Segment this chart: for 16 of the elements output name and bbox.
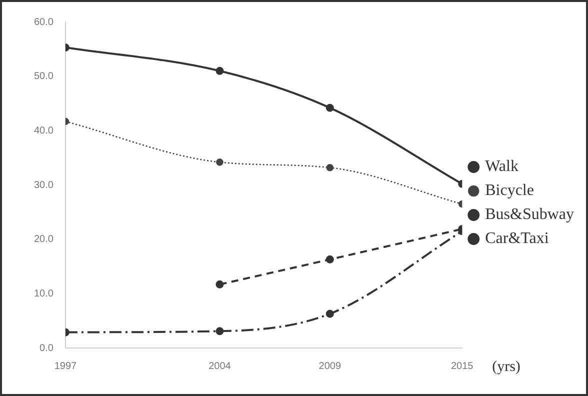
y-tick-label: 40.0	[34, 125, 54, 136]
legend-label: Bus&Subway	[485, 206, 574, 224]
y-tick-label: 30.0	[34, 180, 54, 191]
y-tick-label: 0.0	[40, 342, 54, 354]
legend-label: Bicycle	[485, 182, 534, 200]
y-tick-label: 20.0	[34, 234, 54, 246]
x-axis-title: (yrs)	[492, 358, 520, 375]
legend-label: Walk	[485, 158, 518, 176]
x-tick-label: 1997	[54, 360, 78, 372]
legend-label: Car&Taxi	[485, 230, 550, 248]
x-tick-label: 2009	[318, 360, 342, 372]
y-tick-label: 50.0	[34, 71, 54, 82]
x-tick-label: 2004	[208, 360, 232, 372]
x-tick-label: 2015	[450, 360, 474, 372]
y-tick-label: 10.0	[34, 288, 54, 300]
y-tick-label: 60.0	[34, 16, 54, 28]
